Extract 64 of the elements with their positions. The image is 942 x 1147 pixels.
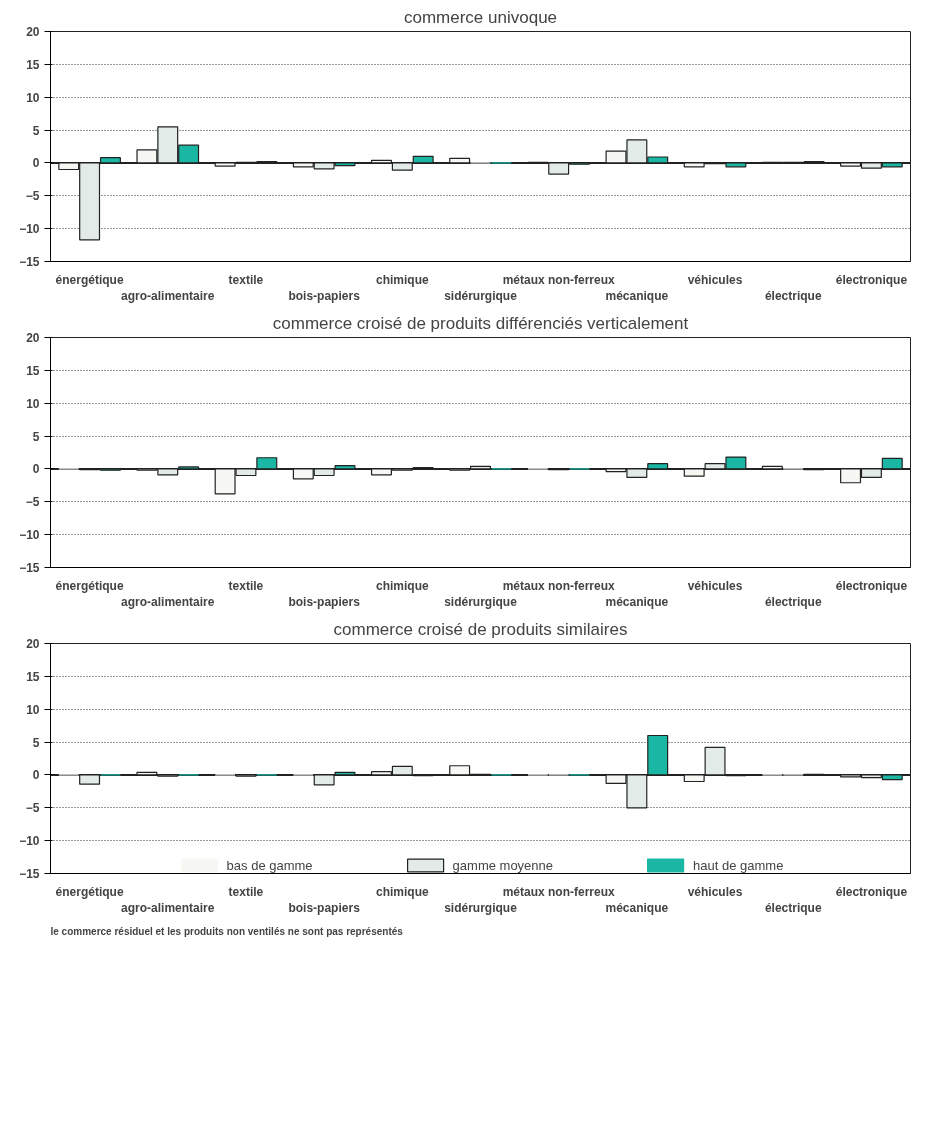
y-tick-label: −15: [19, 867, 40, 881]
x-tick-label: bois-papiers: [288, 901, 361, 916]
y-tick-label: 10: [26, 90, 40, 105]
x-tick-label: bois-papiers: [288, 595, 361, 610]
x-tick-label: sidérurgique: [444, 289, 518, 304]
x-tick-label: énergétique: [55, 578, 124, 593]
x-tick-label: chimique: [375, 884, 429, 899]
x-tick-label: sidérurgique: [444, 901, 518, 916]
y-tick-label: −15: [19, 255, 40, 269]
legend-label: gamme moyenne: [452, 857, 554, 873]
chart-title: commerce univoque: [403, 7, 558, 27]
y-tick-label: −15: [19, 561, 40, 575]
x-tick-label: mécanique: [605, 901, 669, 916]
x-tick-label: sidérurgique: [444, 595, 518, 610]
x-tick-label: véhicules: [687, 578, 743, 593]
x-tick-label: véhicules: [687, 272, 743, 287]
y-tick-label: 20: [26, 331, 40, 345]
y-tick-label: −10: [19, 528, 40, 543]
x-tick-label: véhicules: [687, 884, 743, 899]
x-tick-label: chimique: [375, 272, 429, 287]
y-tick-label: 10: [26, 702, 40, 717]
legend-label: haut de gamme: [693, 857, 784, 873]
x-tick-label: mécanique: [605, 289, 669, 304]
y-tick-label: 5: [32, 429, 40, 444]
text: le commerce résiduel et les produits non ventilés ne sont pas représentés: [50, 925, 404, 937]
x-tick-label: mécanique: [605, 595, 669, 610]
y-tick-label: 5: [32, 735, 40, 750]
y-tick-label: −10: [19, 222, 40, 237]
y-tick-label: 15: [26, 669, 40, 684]
x-tick-label: électronique: [835, 272, 908, 287]
y-tick-label: 5: [32, 123, 40, 138]
y-tick-label: −5: [25, 189, 40, 204]
y-tick-label: −5: [25, 801, 40, 816]
x-tick-label: énergétique: [55, 272, 124, 287]
y-tick-label: 20: [26, 25, 40, 39]
x-tick-label: électronique: [835, 884, 908, 899]
y-tick-label: 0: [32, 156, 40, 171]
x-tick-label: chimique: [375, 578, 429, 593]
x-tick-label: électrique: [764, 901, 822, 916]
y-tick-label: 15: [26, 57, 40, 72]
x-tick-label: textile: [228, 884, 264, 899]
y-tick-label: −5: [25, 495, 40, 510]
x-tick-label: métaux non-ferreux: [502, 884, 616, 899]
x-tick-label: électrique: [764, 289, 822, 304]
y-tick-label: 20: [26, 637, 40, 651]
y-tick-label: 10: [26, 396, 40, 411]
legend-label: bas de gamme: [226, 857, 313, 873]
x-tick-label: métaux non-ferreux: [502, 272, 616, 287]
x-tick-label: électrique: [764, 595, 822, 610]
y-tick-label: −10: [19, 834, 40, 849]
x-tick-label: électronique: [835, 578, 908, 593]
x-tick-label: agro-alimentaire: [121, 289, 215, 304]
x-tick-label: énergétique: [55, 884, 124, 899]
x-tick-label: bois-papiers: [288, 289, 361, 304]
x-tick-label: textile: [228, 578, 264, 593]
x-tick-label: textile: [228, 272, 264, 287]
y-tick-label: 0: [32, 462, 40, 477]
x-tick-label: agro-alimentaire: [121, 595, 215, 610]
chart-title: commerce croisé de produits différenciés verticalement: [272, 313, 689, 333]
x-tick-label: métaux non-ferreux: [502, 578, 616, 593]
y-tick-label: 0: [32, 768, 40, 783]
x-tick-label: agro-alimentaire: [121, 901, 215, 916]
chart-title: commerce croisé de produits similaires: [333, 619, 628, 639]
y-tick-label: 15: [26, 363, 40, 378]
